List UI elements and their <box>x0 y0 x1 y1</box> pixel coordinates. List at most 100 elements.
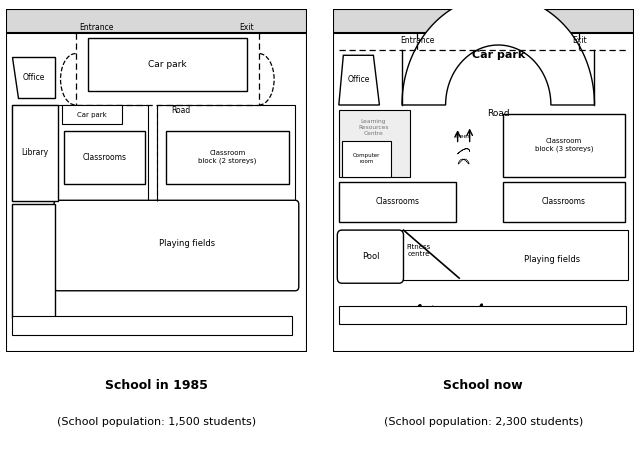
Ellipse shape <box>123 258 129 264</box>
Ellipse shape <box>230 272 234 275</box>
Ellipse shape <box>40 310 45 313</box>
Polygon shape <box>402 0 595 105</box>
Bar <box>12 204 54 318</box>
Bar <box>12 316 292 335</box>
Ellipse shape <box>272 223 279 227</box>
Ellipse shape <box>476 264 479 268</box>
Ellipse shape <box>591 249 596 257</box>
Ellipse shape <box>597 239 599 243</box>
Ellipse shape <box>23 217 27 224</box>
Ellipse shape <box>155 278 159 281</box>
Ellipse shape <box>126 242 130 247</box>
Bar <box>339 182 456 221</box>
Ellipse shape <box>22 269 26 273</box>
Ellipse shape <box>613 256 620 260</box>
Ellipse shape <box>245 252 249 256</box>
Ellipse shape <box>81 226 83 232</box>
Ellipse shape <box>251 221 254 226</box>
Ellipse shape <box>89 250 97 253</box>
Bar <box>12 105 58 201</box>
Ellipse shape <box>70 267 72 272</box>
Ellipse shape <box>260 261 268 262</box>
Ellipse shape <box>127 243 133 250</box>
Ellipse shape <box>100 234 104 242</box>
Ellipse shape <box>268 328 272 332</box>
Ellipse shape <box>250 214 253 217</box>
Ellipse shape <box>188 239 189 244</box>
Ellipse shape <box>584 242 588 245</box>
Text: Road: Road <box>487 109 509 118</box>
Ellipse shape <box>243 246 250 249</box>
Bar <box>333 9 634 33</box>
Ellipse shape <box>537 236 540 239</box>
Text: Classrooms: Classrooms <box>376 198 419 206</box>
Ellipse shape <box>474 316 478 321</box>
Ellipse shape <box>223 206 227 213</box>
Text: Classroom
block (3 storeys): Classroom block (3 storeys) <box>534 138 593 152</box>
Ellipse shape <box>232 207 234 213</box>
Ellipse shape <box>92 220 97 222</box>
Ellipse shape <box>45 309 49 318</box>
Ellipse shape <box>285 221 287 230</box>
Text: School now: School now <box>444 379 523 392</box>
Ellipse shape <box>187 209 191 216</box>
Ellipse shape <box>488 264 490 268</box>
Ellipse shape <box>97 261 100 262</box>
Ellipse shape <box>149 257 154 262</box>
Ellipse shape <box>36 215 40 222</box>
Ellipse shape <box>36 251 40 256</box>
Ellipse shape <box>499 258 502 262</box>
Ellipse shape <box>127 213 134 215</box>
Text: (School population: 2,300 students): (School population: 2,300 students) <box>383 417 583 427</box>
Ellipse shape <box>552 248 555 252</box>
Ellipse shape <box>268 205 272 213</box>
Ellipse shape <box>211 252 218 253</box>
Ellipse shape <box>161 323 168 332</box>
Ellipse shape <box>578 248 581 252</box>
Bar <box>339 230 628 280</box>
Ellipse shape <box>547 254 548 258</box>
Ellipse shape <box>250 277 257 282</box>
Text: Classroom
block (2 storeys): Classroom block (2 storeys) <box>198 150 257 164</box>
Ellipse shape <box>569 257 573 261</box>
Text: Classrooms: Classrooms <box>82 152 126 161</box>
Ellipse shape <box>607 246 609 249</box>
Ellipse shape <box>513 256 517 261</box>
Text: Exit: Exit <box>572 37 587 46</box>
Ellipse shape <box>202 267 205 274</box>
Ellipse shape <box>237 209 243 211</box>
Ellipse shape <box>95 320 99 326</box>
Text: Trees: Trees <box>456 134 472 139</box>
Ellipse shape <box>19 225 23 230</box>
Bar <box>339 305 626 324</box>
Ellipse shape <box>212 279 213 282</box>
Ellipse shape <box>213 232 216 236</box>
Ellipse shape <box>120 328 124 333</box>
Ellipse shape <box>579 250 586 253</box>
Bar <box>339 110 410 177</box>
Bar <box>503 114 625 177</box>
Ellipse shape <box>181 326 187 334</box>
Ellipse shape <box>103 271 106 276</box>
Ellipse shape <box>531 254 532 257</box>
Ellipse shape <box>225 248 228 250</box>
Ellipse shape <box>556 252 559 255</box>
Text: Car park: Car park <box>77 111 107 118</box>
Ellipse shape <box>36 280 44 285</box>
Ellipse shape <box>205 272 211 276</box>
Ellipse shape <box>443 310 449 313</box>
Bar <box>88 38 247 91</box>
FancyBboxPatch shape <box>337 230 403 283</box>
Ellipse shape <box>515 251 517 253</box>
Ellipse shape <box>20 296 26 298</box>
Ellipse shape <box>170 250 173 254</box>
Ellipse shape <box>164 219 167 223</box>
Ellipse shape <box>113 269 115 277</box>
Ellipse shape <box>469 319 474 325</box>
Ellipse shape <box>275 272 277 276</box>
Ellipse shape <box>465 267 468 271</box>
Ellipse shape <box>93 210 97 215</box>
Ellipse shape <box>243 210 246 214</box>
Ellipse shape <box>276 263 279 267</box>
Text: Office: Office <box>22 73 45 82</box>
